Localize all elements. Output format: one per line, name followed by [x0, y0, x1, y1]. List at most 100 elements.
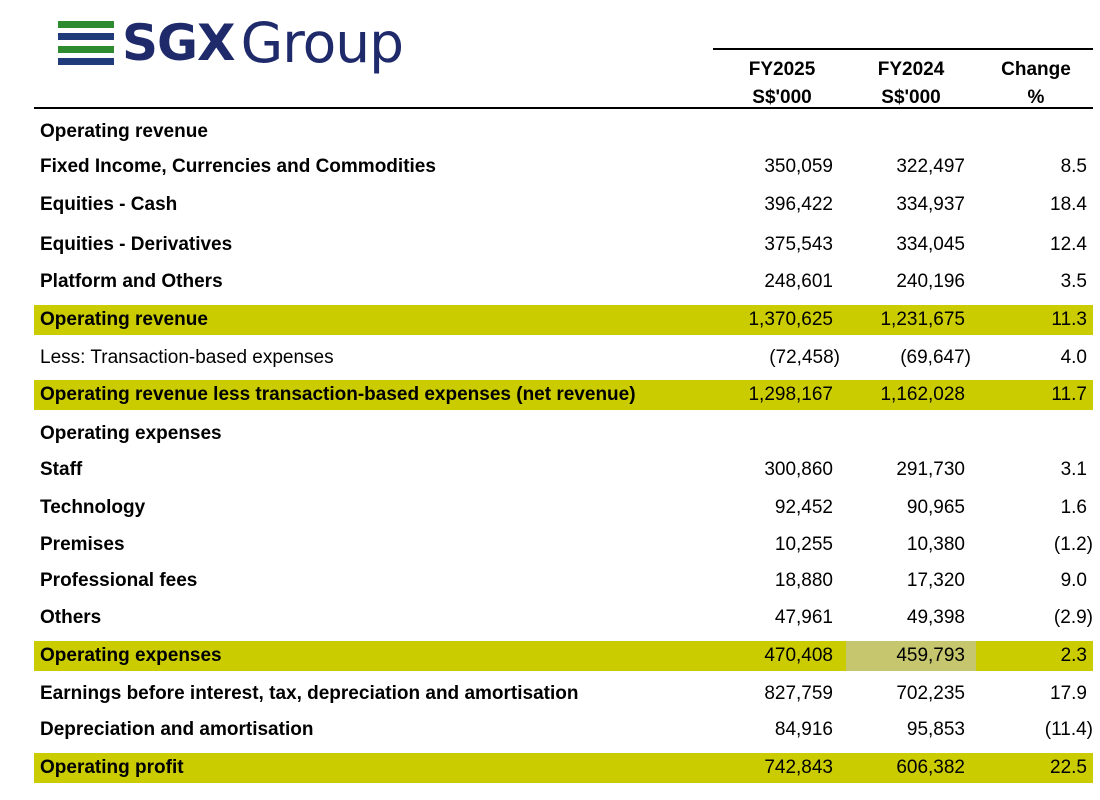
fy2024-value: 334,937	[896, 194, 965, 215]
table-row: Professional fees 18,880 17,320 9.0	[34, 566, 1093, 596]
fy2024-value: 702,235	[896, 683, 965, 704]
fy2024-value: 291,730	[896, 459, 965, 480]
row-label: Others	[40, 607, 102, 628]
change-value: 2.3	[1060, 645, 1087, 666]
row-label: Operating revenue less transaction-based…	[40, 384, 636, 405]
logo-stripe	[58, 33, 114, 41]
fy2025-value: 375,543	[764, 234, 833, 255]
fy2025-value: 396,422	[764, 194, 833, 215]
table-row: Platform and Others 248,601 240,196 3.5	[34, 267, 1093, 297]
header-change: Change %	[976, 56, 1096, 112]
logo-stripe	[58, 45, 114, 53]
sgx-group-logo: SGX Group	[58, 10, 404, 75]
logo-stripes-icon	[58, 21, 114, 65]
fy2025-value: 350,059	[764, 156, 833, 177]
row-label: Technology	[40, 497, 146, 518]
fy2025-value: 47,961	[774, 607, 833, 628]
fy2025-value: 18,880	[774, 570, 833, 591]
change-value: 11.7	[1051, 384, 1087, 405]
logo-group-text: Group	[240, 10, 404, 75]
fy2024-value: 322,497	[896, 156, 965, 177]
row-label: Operating profit	[40, 757, 184, 778]
header-fy2025-unit: S$'000	[752, 87, 812, 108]
row-label: Staff	[40, 459, 83, 480]
table-row: Depreciation and amortisation 84,916 95,…	[34, 715, 1093, 745]
table-row: Premises 10,255 10,380 (1.2)	[34, 530, 1093, 560]
row-label: Operating revenue	[40, 309, 208, 330]
cell-tint	[846, 641, 976, 671]
change-value: 3.1	[1060, 459, 1087, 480]
table-row-total-operating-expenses: Operating expenses 470,408 459,793 2.3	[34, 641, 1093, 671]
fy2024-value: 1,231,675	[880, 309, 965, 330]
fy2024-value: 240,196	[896, 271, 965, 292]
fy2025-value: 1,370,625	[748, 309, 833, 330]
fy2025-value: 248,601	[764, 271, 833, 292]
row-label: Operating expenses	[40, 423, 222, 444]
row-label: Fixed Income, Currencies and Commodities	[40, 156, 436, 177]
change-value: 11.3	[1051, 309, 1087, 330]
fy2024-value: 1,162,028	[880, 384, 965, 405]
fy2025-value: 10,255	[774, 534, 833, 555]
logo-stripe	[58, 21, 114, 28]
fy2024-value: 17,320	[906, 570, 965, 591]
logo-stripe	[58, 57, 114, 65]
fy2025-value: 1,298,167	[748, 384, 833, 405]
table-row: Others 47,961 49,398 (2.9)	[34, 603, 1093, 633]
fy2024-value: 10,380	[906, 534, 965, 555]
fy2024-value: 334,045	[896, 234, 965, 255]
fy2024-value: (69,647)	[900, 347, 971, 368]
table-row-section-operating-revenue: Operating revenue	[34, 117, 1093, 147]
header-fy2024-year: FY2024	[877, 59, 945, 80]
change-value: 1.6	[1060, 497, 1087, 518]
header-bottom-rule	[34, 107, 1093, 109]
table-row: Fixed Income, Currencies and Commodities…	[34, 152, 1093, 182]
table-row-total-operating-revenue: Operating revenue 1,370,625 1,231,675 11…	[34, 305, 1093, 335]
row-label: Operating expenses	[40, 645, 222, 666]
table-row: Less: Transaction-based expenses (72,458…	[34, 343, 1093, 373]
change-value: 18.4	[1050, 194, 1087, 215]
table-row-section-operating-expenses: Operating expenses	[34, 419, 1093, 449]
change-value: 8.5	[1060, 156, 1087, 177]
table-row: Technology 92,452 90,965 1.6	[34, 493, 1093, 523]
row-label: Less: Transaction-based expenses	[40, 347, 334, 368]
fy2024-value: 95,853	[906, 719, 965, 740]
row-label: Premises	[40, 534, 125, 555]
header-fy2024-unit: S$'000	[881, 87, 941, 108]
header-fy2025-year: FY2025	[748, 59, 816, 80]
row-label: Professional fees	[40, 570, 198, 591]
header-fy2024: FY2024 S$'000	[851, 56, 971, 112]
fy2024-value: 49,398	[906, 607, 965, 628]
change-value: 4.0	[1060, 347, 1087, 368]
fy2025-value: 300,860	[764, 459, 833, 480]
fy2025-value: 470,408	[764, 645, 833, 666]
header-fy2025: FY2025 S$'000	[722, 56, 842, 112]
fy2024-value: 90,965	[906, 497, 965, 518]
change-value: 3.5	[1060, 271, 1087, 292]
change-value: (2.9)	[1053, 607, 1093, 628]
row-label: Platform and Others	[40, 271, 223, 292]
row-label: Depreciation and amortisation	[40, 719, 314, 740]
table-row: Equities - Cash 396,422 334,937 18.4	[34, 190, 1093, 220]
header-change-label: Change	[1001, 59, 1071, 80]
fy2025-value: (72,458)	[769, 347, 840, 368]
table-row: Staff 300,860 291,730 3.1	[34, 455, 1093, 485]
row-label: Equities - Cash	[40, 194, 178, 215]
change-value: 17.9	[1050, 683, 1087, 704]
table-row-net-revenue: Operating revenue less transaction-based…	[34, 380, 1093, 410]
table-row-ebitda: Earnings before interest, tax, depreciat…	[34, 679, 1093, 709]
fy2025-value: 742,843	[764, 757, 833, 778]
logo-sgx-text: SGX	[122, 14, 236, 72]
change-value: 9.0	[1060, 570, 1087, 591]
change-value: (11.4)	[1044, 719, 1093, 740]
change-value: 12.4	[1050, 234, 1087, 255]
header-top-rule	[713, 48, 1093, 50]
row-label: Operating revenue	[40, 121, 208, 142]
row-label: Earnings before interest, tax, depreciat…	[40, 683, 579, 704]
row-label: Equities - Derivatives	[40, 234, 233, 255]
fy2025-value: 84,916	[774, 719, 833, 740]
change-value: 22.5	[1050, 757, 1087, 778]
fy2025-value: 92,452	[774, 497, 833, 518]
change-value: (1.2)	[1053, 534, 1093, 555]
table-row-operating-profit: Operating profit 742,843 606,382 22.5	[34, 753, 1093, 783]
table-row: Equities - Derivatives 375,543 334,045 1…	[34, 230, 1093, 260]
